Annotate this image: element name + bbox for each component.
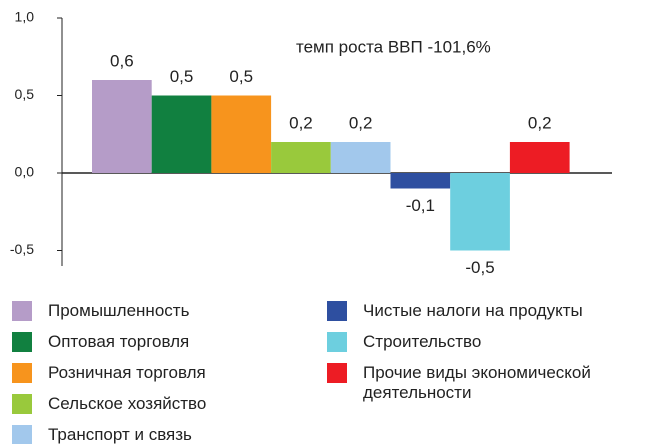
value-label: -0,5 bbox=[465, 258, 494, 277]
value-label: 0,5 bbox=[170, 67, 194, 86]
bar bbox=[509, 142, 570, 173]
value-label: 0,6 bbox=[110, 51, 134, 70]
annotation: темп роста ВВП -101,6% bbox=[296, 37, 491, 56]
legend-label: Транспорт и связь bbox=[48, 425, 192, 444]
y-tick-label: 0,0 bbox=[15, 164, 35, 180]
legend-item: Промышленность bbox=[12, 301, 338, 321]
bar bbox=[271, 142, 331, 173]
y-tick-label: 0,5 bbox=[15, 86, 35, 102]
value-label: 0,5 bbox=[229, 67, 253, 86]
legend-item: Чистые налоги на продукты bbox=[327, 301, 650, 321]
legend-swatch bbox=[327, 363, 347, 383]
legend-item: Строительство bbox=[327, 332, 650, 352]
y-tick-label: -0,5 bbox=[10, 241, 34, 257]
legend-swatch bbox=[12, 394, 32, 414]
legend-swatch bbox=[327, 301, 347, 321]
legend-item: Оптовая торговля bbox=[12, 332, 338, 352]
legend-item: Сельское хозяйство bbox=[12, 394, 338, 414]
legend-swatch bbox=[12, 425, 32, 444]
chart: темп роста ВВП -101,6% -0,5 0,0 0,5 1,0 0,6 0… bbox=[10, 9, 612, 277]
legend-swatch bbox=[12, 363, 32, 383]
value-label: 0,2 bbox=[528, 113, 552, 132]
legend-label: Чистые налоги на продукты bbox=[363, 301, 583, 320]
legend-item: Розничная торговля bbox=[12, 363, 338, 383]
legend-swatch bbox=[327, 332, 347, 352]
legend-label: Сельское хозяйство bbox=[48, 394, 207, 413]
legend-swatch bbox=[12, 301, 32, 321]
legend-label: Оптовая торговля bbox=[48, 332, 190, 351]
bar bbox=[390, 173, 451, 189]
y-tick-label: 1,0 bbox=[15, 9, 35, 25]
bar bbox=[92, 80, 152, 173]
value-label: 0,2 bbox=[349, 113, 373, 132]
legend-label: Промышленность bbox=[48, 301, 190, 320]
legend-label: Розничная торговля bbox=[48, 363, 206, 382]
value-label: 0,2 bbox=[289, 113, 313, 132]
bar bbox=[151, 95, 212, 173]
bar bbox=[450, 173, 510, 251]
bar bbox=[330, 142, 391, 173]
legend-label: Прочие виды экономической деятельности bbox=[363, 363, 591, 402]
legend-item: Прочие виды экономической деятельности bbox=[327, 363, 650, 403]
bar bbox=[211, 95, 272, 173]
legend-item: Транспорт и связь bbox=[12, 425, 338, 444]
value-label: -0,1 bbox=[406, 196, 435, 215]
legend-swatch bbox=[12, 332, 32, 352]
legend-label: Строительство bbox=[363, 332, 482, 351]
